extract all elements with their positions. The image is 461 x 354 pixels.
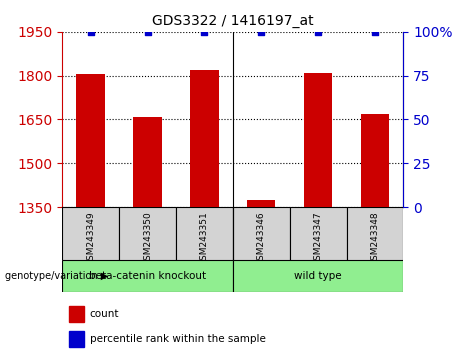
Bar — [62, 207, 119, 260]
Text: count: count — [89, 309, 119, 319]
Bar — [133, 116, 162, 207]
Bar — [190, 70, 219, 207]
Text: GSM243347: GSM243347 — [313, 211, 323, 266]
Bar — [176, 207, 233, 260]
Text: wild type: wild type — [294, 271, 342, 281]
Text: GSM243351: GSM243351 — [200, 211, 209, 266]
Bar — [69, 331, 84, 347]
Text: genotype/variation ▶: genotype/variation ▶ — [5, 271, 108, 281]
Text: GSM243346: GSM243346 — [257, 211, 266, 266]
Bar — [304, 73, 332, 207]
Point — [371, 29, 378, 35]
Bar — [119, 207, 176, 260]
Text: GSM243348: GSM243348 — [371, 211, 379, 266]
Title: GDS3322 / 1416197_at: GDS3322 / 1416197_at — [152, 14, 313, 28]
Bar — [69, 306, 84, 322]
Text: GSM243349: GSM243349 — [86, 211, 95, 266]
Bar — [247, 200, 276, 207]
Bar — [347, 207, 403, 260]
Bar — [361, 114, 389, 207]
Point — [201, 29, 208, 35]
Bar — [233, 260, 403, 292]
Text: beta-catenin knockout: beta-catenin knockout — [89, 271, 206, 281]
Bar — [77, 74, 105, 207]
Point — [258, 29, 265, 35]
Text: GSM243350: GSM243350 — [143, 211, 152, 266]
Text: percentile rank within the sample: percentile rank within the sample — [89, 334, 266, 344]
Point — [314, 29, 322, 35]
Bar — [62, 260, 233, 292]
Bar — [290, 207, 347, 260]
Point — [144, 29, 151, 35]
Bar — [233, 207, 290, 260]
Point — [87, 29, 95, 35]
